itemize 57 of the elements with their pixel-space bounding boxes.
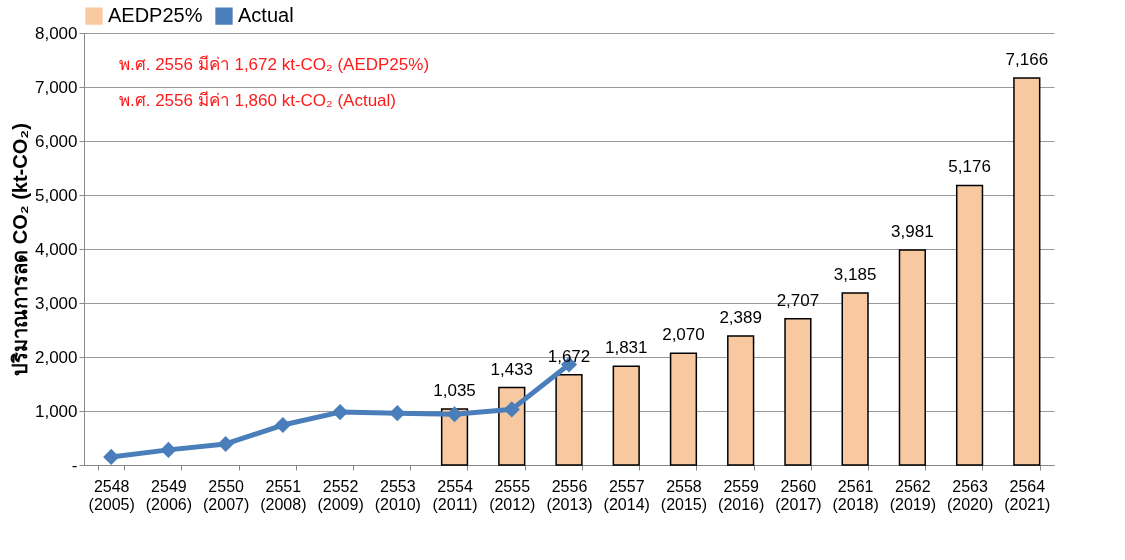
y-tick-label: - xyxy=(71,455,78,475)
x-tick-label: 2559 (2016) xyxy=(718,477,765,513)
bar xyxy=(1013,77,1041,466)
point xyxy=(217,435,234,452)
x-tick-label: 2556 (2013) xyxy=(546,477,593,513)
x-tick-label: 2548 (2005) xyxy=(88,477,135,513)
data-label: 1,672 xyxy=(547,346,591,366)
x-tick-label: 2555 (2012) xyxy=(489,477,536,513)
bar xyxy=(727,335,755,466)
y-tick-label: 2,000 xyxy=(34,347,78,367)
data-label: 5,176 xyxy=(948,157,991,177)
data-label: 2,070 xyxy=(662,325,705,345)
x-tick-label: 2554 (2011) xyxy=(432,477,478,513)
data-label: 1,831 xyxy=(604,338,648,358)
legend-label: Actual xyxy=(238,4,294,27)
y-axis-title: ปริมาณการลด CO₂ (kt-CO₂) xyxy=(8,123,31,376)
data-label: 3,185 xyxy=(833,265,877,285)
point xyxy=(503,401,520,418)
legend-label: AEDP25% xyxy=(108,4,203,27)
x-tick-label: 2558 (2015) xyxy=(660,477,708,513)
x-tick-label: 2552 (2009) xyxy=(317,477,364,513)
bar xyxy=(841,292,869,466)
y-tick-label: 8,000 xyxy=(34,23,78,43)
y-tick-label: 1,000 xyxy=(34,401,78,421)
data-label: 2,389 xyxy=(719,307,762,327)
bar xyxy=(784,318,812,466)
y-tick-label: 7,000 xyxy=(34,77,78,97)
bar xyxy=(612,365,640,466)
data-label: 1,433 xyxy=(490,359,534,379)
bar xyxy=(898,249,926,466)
y-tick-label: 6,000 xyxy=(34,131,78,151)
point xyxy=(103,448,120,465)
point xyxy=(274,416,291,434)
x-tick-label: 2549 (2006) xyxy=(145,477,193,513)
x-tick-label: 2553 (2010) xyxy=(374,477,421,513)
bar xyxy=(955,184,984,466)
data-label: 1,035 xyxy=(433,381,476,401)
annotation: พ.ศ. 2556 มีค่า 1,860 kt-CO₂ (Actual) xyxy=(119,91,396,110)
x-tick-label: 2562 (2019) xyxy=(889,477,936,513)
point xyxy=(446,406,463,423)
y-tick-label: 5,000 xyxy=(34,185,78,205)
x-tick-label: 2551 (2008) xyxy=(260,477,307,513)
x-tick-label: 2557 (2014) xyxy=(603,477,650,513)
x-tick-label: 2561 (2018) xyxy=(832,477,879,513)
y-tick-label: 4,000 xyxy=(34,239,78,259)
data-label: 7,166 xyxy=(1005,50,1049,70)
annotation: พ.ศ. 2556 มีค่า 1,672 kt-CO₂ (AEDP25%) xyxy=(119,55,430,74)
bar xyxy=(555,373,583,466)
data-label: 3,981 xyxy=(891,222,934,242)
x-tick-label: 2563 (2020) xyxy=(946,477,994,513)
y-tick-label: 3,000 xyxy=(34,293,78,313)
bar xyxy=(669,352,698,466)
point xyxy=(160,441,177,458)
x-tick-label: 2550 (2007) xyxy=(203,477,250,513)
x-tick-label: 2564 (2021) xyxy=(1004,477,1051,513)
x-tick-label: 2560 (2017) xyxy=(775,477,822,513)
data-label: 2,707 xyxy=(776,290,820,310)
